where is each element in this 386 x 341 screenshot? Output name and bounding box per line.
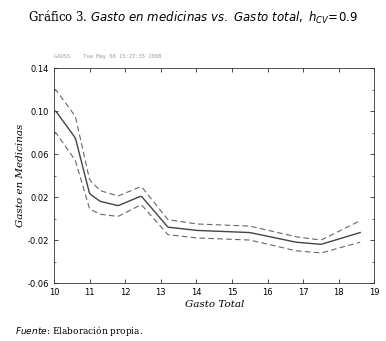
Text: Gráfico 3. $\mathit{Gasto\ en\ medicinas\ vs.\ Gasto\ total,}\ h_{CV}\!=\!0.9$: Gráfico 3. $\mathit{Gasto\ en\ medicinas… bbox=[28, 9, 358, 26]
Text: GAUSS    Tue May 06 15:27:35 2008: GAUSS Tue May 06 15:27:35 2008 bbox=[54, 54, 161, 59]
Text: $\mathit{Fuente}$: Elaboración propia.: $\mathit{Fuente}$: Elaboración propia. bbox=[15, 324, 144, 338]
X-axis label: Gasto Total: Gasto Total bbox=[185, 300, 244, 309]
Y-axis label: Gasto en Medicinas: Gasto en Medicinas bbox=[16, 124, 25, 227]
